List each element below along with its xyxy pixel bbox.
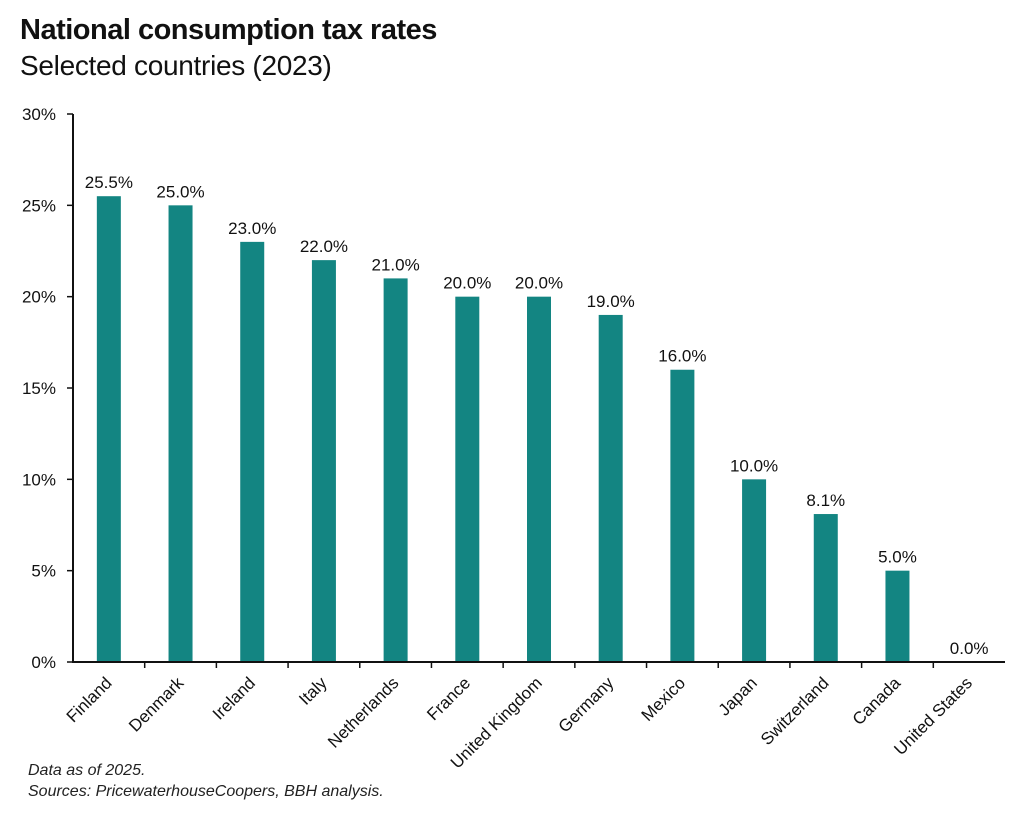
- bar-switzerland: [813, 514, 838, 662]
- data-label: 23.0%: [228, 219, 276, 238]
- data-label: 0.0%: [950, 639, 989, 658]
- x-tick-label: Canada: [849, 673, 905, 729]
- data-label: 25.5%: [85, 173, 133, 192]
- data-label: 25.0%: [156, 182, 204, 201]
- sources-note: Sources: PricewaterhouseCoopers, BBH ana…: [28, 783, 384, 800]
- data-label: 21.0%: [372, 255, 420, 274]
- y-tick-label: 15%: [22, 379, 56, 398]
- x-tick-label: France: [423, 673, 474, 724]
- x-tick-label: Switzerland: [757, 673, 833, 749]
- data-label: 8.1%: [806, 491, 845, 510]
- x-tick-label: Japan: [715, 673, 761, 719]
- bar-netherlands: [383, 278, 408, 662]
- chart-title: National consumption tax rates: [20, 14, 437, 46]
- bar-denmark: [168, 205, 193, 663]
- x-tick-label: Mexico: [638, 673, 690, 725]
- y-tick-label: 20%: [22, 288, 56, 307]
- x-tick-label: Denmark: [125, 673, 188, 736]
- bar-germany: [598, 314, 623, 662]
- bar-france: [455, 296, 480, 662]
- y-tick-label: 30%: [22, 105, 56, 124]
- data-label: 20.0%: [515, 274, 563, 293]
- x-tick-label: Finland: [63, 673, 116, 726]
- bar-united-kingdom: [527, 296, 551, 662]
- bar-italy: [311, 260, 336, 662]
- y-tick-label: 5%: [31, 562, 56, 581]
- x-tick-label: Italy: [295, 673, 331, 709]
- y-tick-label: 10%: [22, 470, 56, 489]
- data-label: 19.0%: [587, 292, 635, 311]
- x-tick-label: Netherlands: [324, 673, 402, 751]
- data-label: 10.0%: [730, 456, 778, 475]
- data-label: 5.0%: [878, 548, 917, 567]
- x-tick-label: Ireland: [209, 673, 259, 723]
- chart-subtitle: Selected countries (2023): [20, 50, 332, 81]
- data-label: 16.0%: [658, 347, 706, 366]
- x-tick-label: Germany: [555, 673, 618, 736]
- bar-ireland: [240, 241, 265, 662]
- data-label: 22.0%: [300, 237, 348, 256]
- data-note: Data as of 2025.: [28, 762, 146, 779]
- bar-mexico: [670, 369, 695, 662]
- y-tick-label: 25%: [22, 196, 56, 215]
- bar-finland: [96, 196, 121, 662]
- y-tick-label: 0%: [31, 653, 56, 672]
- bar-japan: [742, 479, 767, 662]
- data-label: 20.0%: [443, 274, 491, 293]
- bar-canada: [885, 570, 910, 662]
